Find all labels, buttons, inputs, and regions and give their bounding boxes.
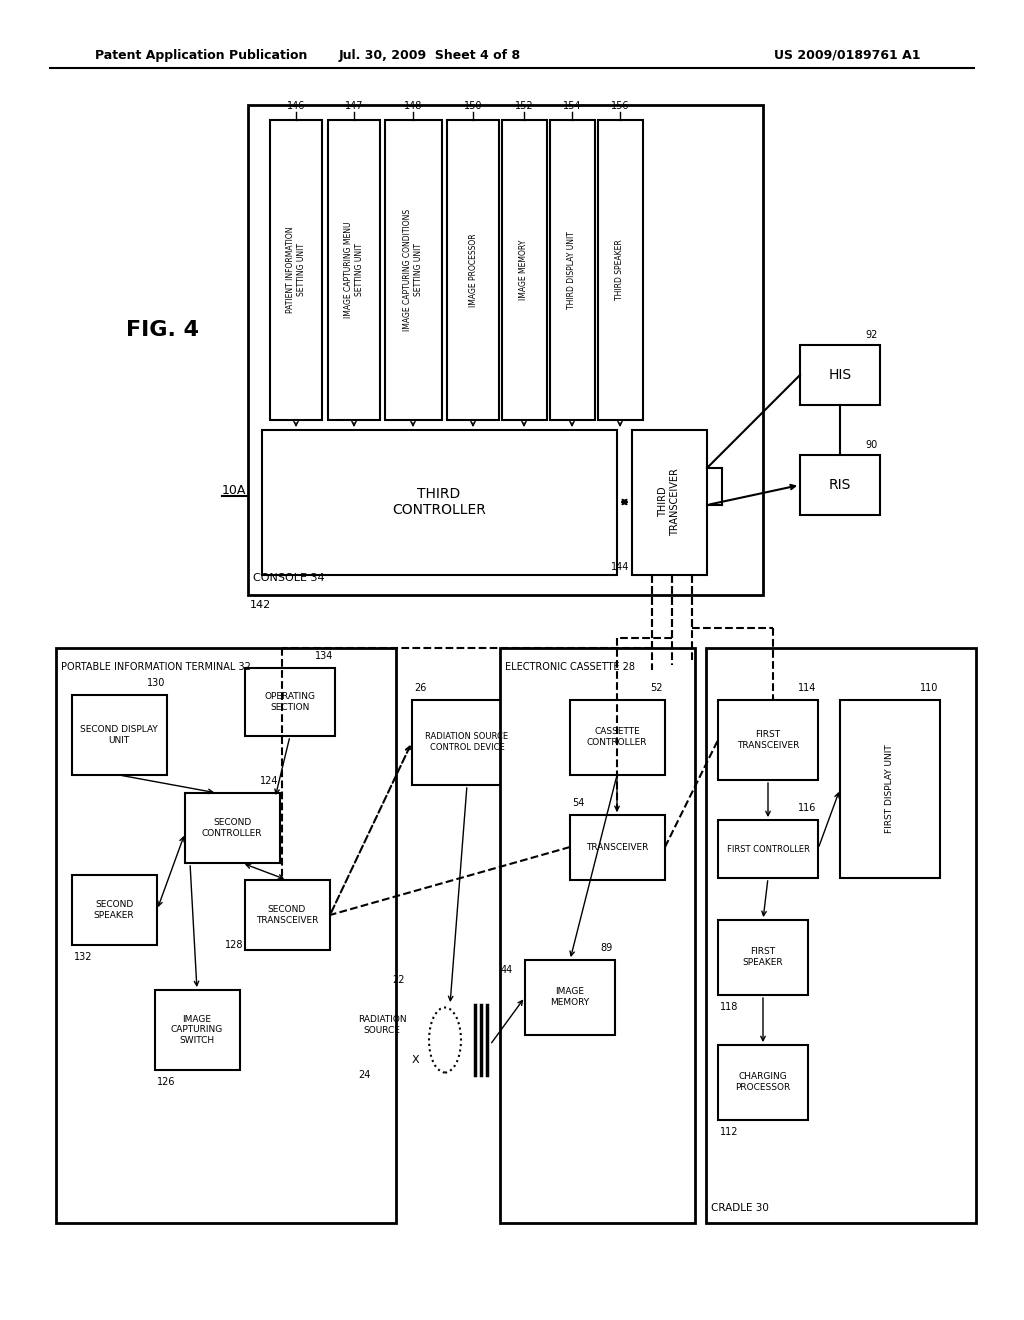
Text: 144: 144: [610, 562, 629, 572]
Bar: [248, 106, 763, 595]
Text: FIRST DISPLAY UNIT: FIRST DISPLAY UNIT: [886, 744, 895, 833]
Bar: [718, 1045, 808, 1119]
Bar: [718, 820, 818, 878]
Text: 44: 44: [501, 965, 513, 975]
Text: 134: 134: [314, 651, 333, 661]
Text: 110: 110: [920, 682, 938, 693]
Text: CRADLE 30: CRADLE 30: [711, 1203, 769, 1213]
Bar: [632, 430, 707, 576]
Bar: [385, 120, 442, 420]
Text: 54: 54: [572, 799, 585, 808]
Text: IMAGE MEMORY: IMAGE MEMORY: [519, 240, 528, 300]
Bar: [56, 648, 396, 1224]
Text: 89: 89: [601, 942, 613, 953]
Text: THIRD DISPLAY UNIT: THIRD DISPLAY UNIT: [567, 231, 577, 309]
Text: FIRST
TRANSCEIVER: FIRST TRANSCEIVER: [737, 730, 799, 750]
Text: FIG. 4: FIG. 4: [126, 319, 199, 341]
Text: 147: 147: [345, 102, 364, 111]
Ellipse shape: [429, 1007, 461, 1072]
Text: FIRST
SPEAKER: FIRST SPEAKER: [742, 948, 783, 966]
Text: SECOND
CONTROLLER: SECOND CONTROLLER: [202, 818, 262, 838]
Text: THIRD
CONTROLLER: THIRD CONTROLLER: [392, 487, 486, 517]
Text: 146: 146: [287, 102, 305, 111]
Text: 130: 130: [146, 678, 165, 688]
Text: CHARGING
PROCESSOR: CHARGING PROCESSOR: [735, 1072, 791, 1092]
Text: 154: 154: [563, 102, 582, 111]
Text: PATIENT INFORMATION
SETTING UNIT: PATIENT INFORMATION SETTING UNIT: [287, 227, 306, 313]
Bar: [570, 700, 665, 775]
Text: 142: 142: [250, 601, 271, 610]
Text: Jul. 30, 2009  Sheet 4 of 8: Jul. 30, 2009 Sheet 4 of 8: [339, 49, 521, 62]
Text: 150: 150: [464, 102, 482, 111]
Bar: [245, 880, 330, 950]
Text: 152: 152: [515, 102, 534, 111]
Bar: [840, 700, 940, 878]
Text: 114: 114: [798, 682, 816, 693]
Bar: [72, 696, 167, 775]
Text: IMAGE CAPTURING MENU
SETTING UNIT: IMAGE CAPTURING MENU SETTING UNIT: [344, 222, 364, 318]
Bar: [706, 648, 976, 1224]
Bar: [155, 990, 240, 1071]
Text: 22: 22: [392, 975, 404, 985]
Bar: [245, 668, 335, 737]
Text: CONSOLE 34: CONSOLE 34: [253, 573, 325, 583]
Text: HIS: HIS: [828, 368, 852, 381]
Text: SECOND DISPLAY
UNIT: SECOND DISPLAY UNIT: [80, 725, 158, 744]
Text: 90: 90: [865, 440, 878, 450]
Bar: [570, 814, 665, 880]
Bar: [328, 120, 380, 420]
Text: US 2009/0189761 A1: US 2009/0189761 A1: [773, 49, 920, 62]
Text: IMAGE
CAPTURING
SWITCH: IMAGE CAPTURING SWITCH: [171, 1015, 223, 1045]
Text: 26: 26: [414, 682, 426, 693]
Text: 116: 116: [798, 803, 816, 813]
Text: 118: 118: [720, 1002, 738, 1012]
Bar: [500, 648, 695, 1224]
Bar: [270, 120, 322, 420]
Text: 24: 24: [358, 1071, 371, 1080]
Text: 126: 126: [157, 1077, 175, 1086]
Text: IMAGE CAPTURING CONDITIONS
SETTING UNIT: IMAGE CAPTURING CONDITIONS SETTING UNIT: [403, 209, 423, 331]
Text: X: X: [412, 1055, 419, 1065]
Text: ELECTRONIC CASSETTE 28: ELECTRONIC CASSETTE 28: [505, 663, 635, 672]
Text: 10A: 10A: [222, 483, 247, 496]
Bar: [412, 700, 522, 785]
Text: 128: 128: [224, 940, 243, 950]
Bar: [718, 920, 808, 995]
Bar: [72, 875, 157, 945]
Bar: [185, 793, 280, 863]
Text: 52: 52: [650, 682, 663, 693]
Text: RADIATION SOURCE
CONTROL DEVICE: RADIATION SOURCE CONTROL DEVICE: [425, 733, 509, 751]
Bar: [447, 120, 499, 420]
Bar: [800, 345, 880, 405]
Text: IMAGE PROCESSOR: IMAGE PROCESSOR: [469, 234, 477, 306]
Bar: [550, 120, 595, 420]
Text: 148: 148: [403, 102, 422, 111]
Text: TRANSCEIVER: TRANSCEIVER: [586, 842, 648, 851]
Text: THIRD SPEAKER: THIRD SPEAKER: [615, 240, 625, 301]
Bar: [800, 455, 880, 515]
Bar: [718, 700, 818, 780]
Text: PORTABLE INFORMATION TERMINAL 32: PORTABLE INFORMATION TERMINAL 32: [61, 663, 251, 672]
Text: SECOND
SPEAKER: SECOND SPEAKER: [93, 900, 134, 920]
Text: THIRD
TRANSCEIVER: THIRD TRANSCEIVER: [658, 469, 680, 536]
Text: 112: 112: [720, 1127, 738, 1137]
Text: FIRST CONTROLLER: FIRST CONTROLLER: [727, 845, 809, 854]
Bar: [262, 430, 617, 576]
Bar: [525, 960, 615, 1035]
Text: Patent Application Publication: Patent Application Publication: [95, 49, 307, 62]
Text: 132: 132: [74, 952, 92, 962]
Text: 92: 92: [865, 330, 878, 341]
Text: SECOND
TRANSCEIVER: SECOND TRANSCEIVER: [256, 906, 318, 925]
Text: RIS: RIS: [828, 478, 851, 492]
Text: 124: 124: [259, 776, 278, 785]
Text: OPERATING
SECTION: OPERATING SECTION: [264, 692, 315, 711]
Bar: [502, 120, 547, 420]
Text: IMAGE
MEMORY: IMAGE MEMORY: [551, 987, 590, 1007]
Text: CASSETTE
CONTROLLER: CASSETTE CONTROLLER: [587, 727, 647, 747]
Text: 156: 156: [610, 102, 630, 111]
Text: RADIATION
SOURCE: RADIATION SOURCE: [357, 1015, 407, 1035]
Bar: [598, 120, 643, 420]
